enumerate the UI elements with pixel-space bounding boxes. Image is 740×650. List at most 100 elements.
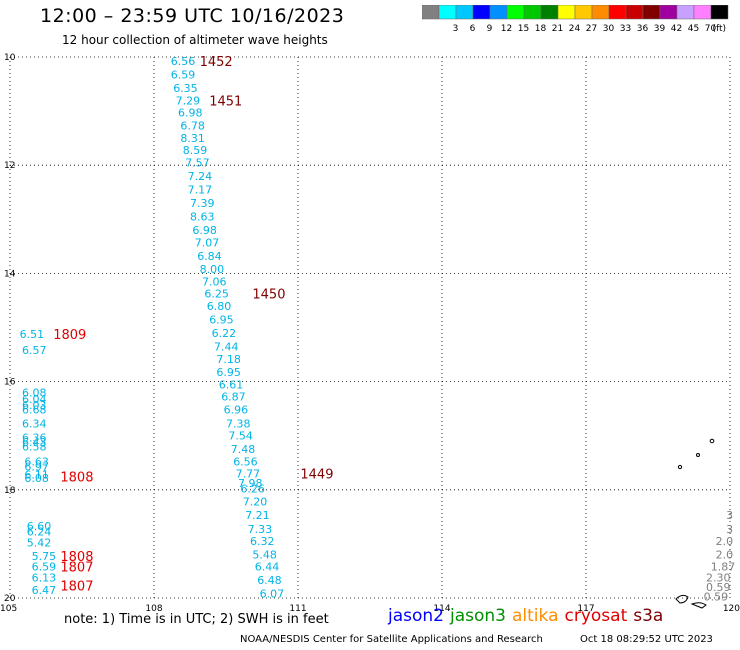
pass-time: 1807 (60, 561, 93, 576)
lat-tick-label: 20 (4, 594, 16, 604)
swh-value: 6.80 (207, 300, 232, 313)
swh-value: 7.20 (243, 496, 267, 509)
swh-points: 6.566.596.357.296.986.788.318.597.577.24… (20, 55, 285, 601)
legend-unit: (ft) (712, 24, 726, 34)
lat-tick-label: 18 (4, 486, 16, 496)
page-subtitle: 12 hour collection of altimeter wave hei… (62, 33, 328, 47)
legend-swatch (540, 5, 559, 20)
satellite-s3a: s3a (633, 606, 664, 626)
legend-label: 27 (586, 24, 597, 34)
satellite-legend: jason2 jason3 altika cryosat s3a (388, 606, 669, 626)
legend-label: 18 (535, 24, 547, 34)
swh-value: 6.87 (221, 391, 246, 404)
footer-note: note: 1) Time is in UTC; 2) SWH is in fe… (64, 612, 329, 627)
swh-value: 6.59 (32, 561, 56, 574)
legend-label: 21 (552, 24, 563, 34)
legend-label: 36 (637, 24, 649, 34)
swh-value: 6.47 (32, 584, 56, 597)
swh-value: 8.63 (190, 211, 215, 224)
legend-label: 12 (501, 24, 512, 34)
pass-time: 1452 (200, 55, 233, 70)
legend-swatch (557, 5, 576, 20)
legend-label: 39 (654, 24, 666, 34)
swh-value: 8.59 (183, 144, 208, 157)
legend-label: 9 (487, 24, 493, 34)
swh-value: 7.17 (188, 184, 213, 197)
swh-value: 6.44 (255, 561, 279, 574)
legend-label: 42 (671, 24, 682, 34)
swh-value: 7.54 (228, 430, 253, 443)
lat-tick-label: 10 (4, 53, 16, 63)
pass-time: 1808 (60, 470, 93, 485)
satellite-jason3: jason3 (450, 606, 506, 626)
legend-label: 70 (705, 24, 717, 34)
swh-value: 8.00 (200, 263, 225, 276)
swh-value: 7.48 (231, 443, 256, 456)
pass-time: 1450 (252, 287, 285, 302)
legend-label: 30 (603, 24, 615, 34)
swh-value: 6.43 (22, 436, 47, 449)
swh-value-gray: 3 (726, 509, 733, 522)
swh-value: 5.42 (27, 536, 52, 549)
swh-value: 6.84 (197, 250, 222, 263)
swh-value: 6.51 (20, 328, 44, 341)
pass-time: 1807 (60, 580, 93, 595)
swh-value: 6.56 (171, 55, 196, 68)
swh-value: 6.35 (173, 82, 198, 95)
pass-time: 1451 (209, 94, 242, 109)
pass-time: 1809 (53, 328, 86, 343)
swh-value: 7.39 (190, 197, 215, 210)
swh-value: 6.68 (22, 404, 47, 417)
swh-value: 6.26 (240, 483, 265, 496)
legend-swatch (506, 5, 525, 20)
swh-value: 6.95 (216, 366, 241, 379)
lon-tick-label: 108 (145, 604, 162, 614)
swh-value-gray: 2.0 (716, 549, 734, 562)
swh-value-gray: 2.30 (706, 571, 731, 584)
swh-value: 5.75 (32, 550, 56, 563)
swh-value: 6.07 (260, 588, 285, 601)
swh-value: 6.63 (24, 456, 49, 469)
legend-swatch (625, 5, 644, 20)
swh-value: 6.57 (22, 344, 47, 357)
legend-swatch (591, 5, 610, 20)
swh-value-gray: 1.87 (711, 561, 736, 574)
swh-value: 6.08 (24, 472, 49, 485)
swh-value: 6.04 (22, 393, 47, 406)
credit-text: NOAA/NESDIS Center for Satellite Applica… (240, 634, 543, 645)
swh-value: 6.97 (24, 461, 49, 474)
swh-value-gray: 3 (726, 523, 733, 536)
swh-value: 6.13 (32, 571, 56, 584)
swh-value: 7.21 (245, 509, 270, 522)
legend-label: 45 (688, 24, 699, 34)
legend-swatch (659, 5, 678, 20)
swh-value: 6.11 (24, 469, 49, 482)
page-title: 12:00 – 23:59 UTC 10/16/2023 (40, 5, 345, 27)
swh-value-gray: 0.59 (706, 581, 731, 594)
swh-value: 7.24 (188, 170, 213, 183)
legend-label: 24 (569, 24, 581, 34)
grid-lines (9, 56, 731, 599)
generated-timestamp: Oct 18 08:29:52 UTC 2023 (580, 634, 713, 645)
legend-swatch (693, 5, 712, 20)
swh-value: 6.08 (22, 386, 47, 399)
swh-value: 7.44 (214, 340, 239, 353)
swh-value: 6.58 (22, 441, 47, 454)
legend-swatch (676, 5, 695, 20)
swh-value: 5.48 (252, 549, 277, 562)
lon-tick-label: 111 (289, 604, 306, 614)
legend-swatch (523, 5, 542, 20)
legend-swatch (642, 5, 661, 20)
satellite-jason2: jason2 (388, 606, 444, 626)
lon-tick-label: 105 (0, 604, 17, 614)
swh-value: 8.31 (180, 132, 205, 145)
pass-time: 1449 (300, 468, 333, 483)
swh-value: 7.33 (248, 523, 273, 536)
swh-value: 6.36 (22, 431, 47, 444)
lon-tick-label: 114 (433, 604, 450, 614)
swh-value: 6.22 (212, 327, 237, 340)
legend-swatch (472, 5, 491, 20)
lon-tick-label: 117 (577, 604, 594, 614)
